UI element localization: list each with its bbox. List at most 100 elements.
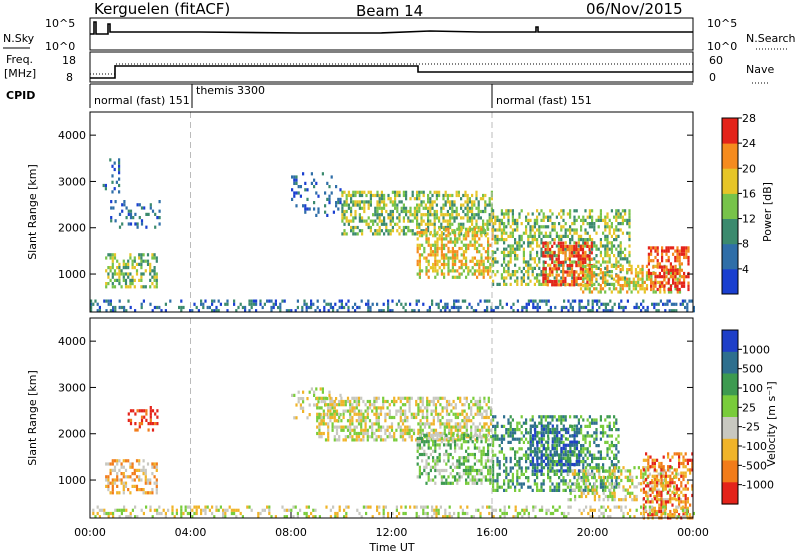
data-cell (584, 284, 587, 288)
data-cell (429, 250, 432, 254)
data-cell (621, 209, 624, 213)
data-cell (595, 421, 598, 425)
data-cell (454, 253, 457, 257)
data-cell (544, 254, 547, 258)
data-cell (432, 234, 435, 238)
data-cell (442, 219, 445, 223)
data-cell (579, 264, 582, 268)
data-cell (434, 269, 437, 273)
data-cell (138, 459, 141, 463)
data-cell (522, 421, 525, 425)
data-cell (553, 228, 556, 232)
data-cell (645, 500, 648, 504)
data-cell (579, 248, 582, 252)
data-cell (482, 262, 485, 267)
data-cell (406, 396, 409, 400)
data-cell (476, 446, 479, 450)
data-cell (483, 415, 486, 420)
data-cell (657, 488, 660, 492)
data-cell (522, 241, 525, 245)
data-cell (569, 215, 572, 219)
data-cell (371, 422, 374, 426)
data-cell (575, 434, 579, 438)
data-cell (498, 282, 501, 286)
data-cell (111, 262, 114, 266)
data-cell (507, 212, 510, 216)
data-cell (569, 231, 572, 235)
data-cell (476, 399, 479, 404)
data-cell (597, 215, 600, 219)
data-cell (645, 271, 649, 275)
data-cell (374, 193, 377, 198)
data-cell (391, 190, 394, 194)
data-cell (647, 465, 650, 469)
data-cell (555, 280, 558, 284)
data-cell (511, 209, 514, 213)
data-cell (525, 476, 528, 480)
data-cell (379, 409, 383, 413)
data-cell (291, 197, 294, 201)
data-cell (514, 250, 517, 254)
data-cell (598, 305, 601, 310)
data-cell (575, 430, 579, 435)
data-cell (494, 453, 497, 457)
data-cell (503, 282, 506, 286)
data-cell (345, 232, 348, 236)
data-cell (621, 287, 624, 291)
data-cell (421, 472, 424, 476)
data-cell (593, 482, 596, 486)
data-cell (637, 280, 640, 284)
data-cell (118, 305, 121, 310)
data-cell (466, 213, 469, 217)
data-cell (622, 309, 625, 313)
data-cell (129, 256, 132, 260)
data-cell (533, 463, 536, 467)
data-cell (553, 472, 556, 476)
data-cell (149, 203, 152, 207)
data-cell (588, 254, 591, 258)
data-cell (391, 213, 394, 217)
data-cell (122, 484, 125, 488)
data-cell (354, 190, 357, 194)
data-cell (531, 462, 535, 467)
data-cell (374, 206, 377, 210)
data-cell (437, 415, 440, 420)
data-cell (473, 256, 476, 260)
data-cell (462, 440, 465, 444)
data-cell (509, 428, 512, 432)
data-cell (602, 302, 605, 306)
data-cell (465, 256, 468, 260)
data-cell (402, 229, 405, 233)
data-cell (351, 406, 354, 410)
data-cell (529, 424, 532, 428)
data-cell (615, 228, 618, 232)
data-cell (469, 436, 472, 441)
data-cell (511, 479, 514, 483)
data-cell (511, 244, 514, 248)
data-cell (548, 270, 552, 274)
data-cell (533, 225, 536, 229)
data-cell (383, 200, 386, 204)
data-cell (422, 206, 425, 210)
data-cell (657, 478, 660, 483)
data-cell (432, 440, 435, 444)
data-cell (151, 253, 154, 257)
data-cell (545, 456, 548, 460)
data-cell (326, 397, 329, 401)
data-cell (490, 197, 493, 201)
data-cell (674, 255, 677, 260)
data-cell (416, 250, 419, 254)
data-cell (619, 270, 622, 274)
data-cell (329, 305, 332, 310)
data-cell (586, 222, 589, 226)
data-cell (118, 183, 121, 188)
data-cell (568, 283, 571, 287)
data-cell (607, 475, 610, 479)
data-cell (434, 433, 437, 437)
data-cell (121, 222, 124, 226)
data-cell (613, 466, 616, 470)
data-cell (538, 488, 541, 492)
data-cell (602, 309, 605, 313)
data-cell (536, 485, 539, 489)
data-cell (633, 498, 636, 502)
